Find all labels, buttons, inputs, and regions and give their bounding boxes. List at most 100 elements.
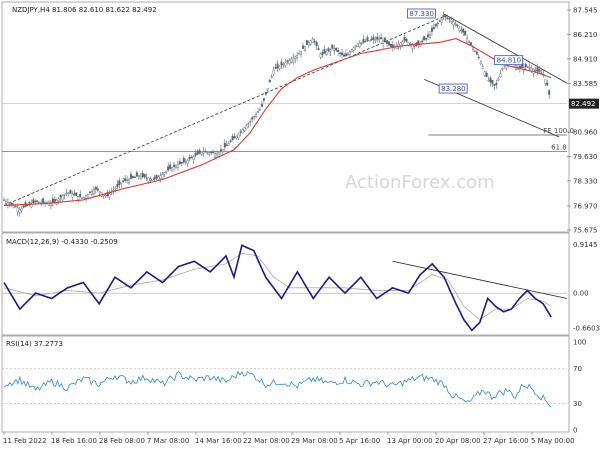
price-candle (280, 61, 283, 66)
price-candle (26, 205, 29, 207)
price-candle (169, 164, 172, 169)
price-candle (59, 195, 62, 198)
price-candle (10, 202, 13, 205)
price-candle (137, 175, 140, 177)
price-y-tick-label: 79.630 (573, 153, 598, 161)
price-candle (524, 63, 527, 68)
price-candle (69, 190, 72, 194)
price-candle (266, 88, 269, 91)
price-candle (546, 82, 549, 86)
price-candle (126, 179, 129, 181)
price-candle (309, 40, 312, 45)
price-candle (14, 206, 17, 208)
price-candle (141, 173, 144, 177)
price-candle (544, 79, 547, 84)
price-candle (245, 125, 248, 130)
price-layer: 87.330 83.280 84.810 FE 100.0 61.8 (2, 8, 574, 217)
price-y-tick-label: 78.330 (573, 177, 598, 185)
level-label: 87.330 (409, 10, 434, 18)
price-candle (32, 199, 35, 204)
price-candle (36, 200, 39, 203)
price-candle (219, 149, 222, 152)
price-candle (301, 45, 304, 49)
level-label-box (494, 55, 524, 66)
price-candle (251, 117, 254, 120)
price-candle (4, 200, 7, 204)
price-candle (188, 156, 191, 160)
price-candle (163, 172, 166, 175)
price-candle (401, 41, 404, 45)
price-candle (276, 63, 279, 68)
price-candle (167, 166, 170, 171)
price-candle (284, 62, 287, 66)
price-candle (409, 43, 412, 45)
price-candle (446, 17, 449, 19)
price-candle (124, 178, 127, 181)
channel-upper-line (443, 13, 568, 84)
price-candle (98, 191, 101, 193)
x-tick-label: 29 Mar 08:00 (291, 437, 338, 445)
level-label-box (407, 8, 436, 19)
price-candle (83, 197, 86, 199)
price-candle (40, 202, 43, 204)
price-candle (387, 41, 390, 46)
price-candle (313, 40, 316, 43)
price-candle (448, 18, 451, 20)
price-candle (374, 39, 377, 41)
price-candle (159, 175, 162, 179)
price-candle (419, 42, 422, 47)
price-candle (61, 195, 64, 201)
price-candle (51, 198, 54, 203)
price-candle (268, 80, 271, 83)
price-candle (479, 61, 482, 65)
price-candle (354, 45, 357, 47)
price-candle (151, 178, 154, 181)
price-candle (253, 116, 256, 118)
price-candle (200, 152, 203, 155)
price-candle (184, 161, 187, 163)
price-y-tick-label: 80.960 (573, 129, 598, 137)
price-candle (264, 91, 267, 95)
price-candle (118, 180, 121, 185)
price-candle (317, 48, 320, 51)
price-y-tick-label: 76.970 (573, 202, 598, 210)
price-candle (452, 21, 455, 26)
price-candle (487, 80, 490, 82)
price-candle (444, 15, 447, 18)
price-candle (63, 194, 66, 196)
price-candle (298, 53, 301, 55)
price-candle (300, 50, 303, 55)
price-candle (214, 152, 217, 158)
price-candle (198, 149, 201, 154)
price-candle (470, 42, 473, 45)
macd-trendline (392, 260, 568, 299)
price-candle (335, 47, 338, 51)
price-candle (468, 41, 471, 43)
price-candle (305, 40, 308, 45)
price-candle (114, 188, 117, 190)
price-candle (548, 90, 551, 95)
price-candle (282, 63, 285, 66)
price-candle (53, 199, 56, 202)
price-candle (475, 51, 478, 55)
price-candle (131, 176, 134, 179)
price-candle (329, 49, 332, 52)
price-candle (382, 40, 385, 45)
price-candle (77, 196, 80, 200)
price-candle (341, 52, 344, 56)
x-tick-label: 5 May 00:00 (531, 437, 575, 445)
price-candle (366, 37, 369, 42)
price-candle (161, 173, 164, 179)
price-candle (237, 133, 240, 138)
price-candle (208, 152, 211, 155)
level-label-box (438, 83, 468, 94)
price-candle (42, 198, 45, 203)
price-candle (157, 176, 160, 180)
price-candle (57, 198, 60, 202)
price-candle (327, 48, 330, 52)
axis-layer: 87.545 86.210 84.910 83.585 80.960 79.630 78.3… (3, 7, 600, 446)
price-candle (120, 182, 123, 184)
price-y-tick-label: 86.210 (573, 31, 598, 39)
price-candle (20, 208, 23, 212)
price-candle (87, 194, 90, 198)
